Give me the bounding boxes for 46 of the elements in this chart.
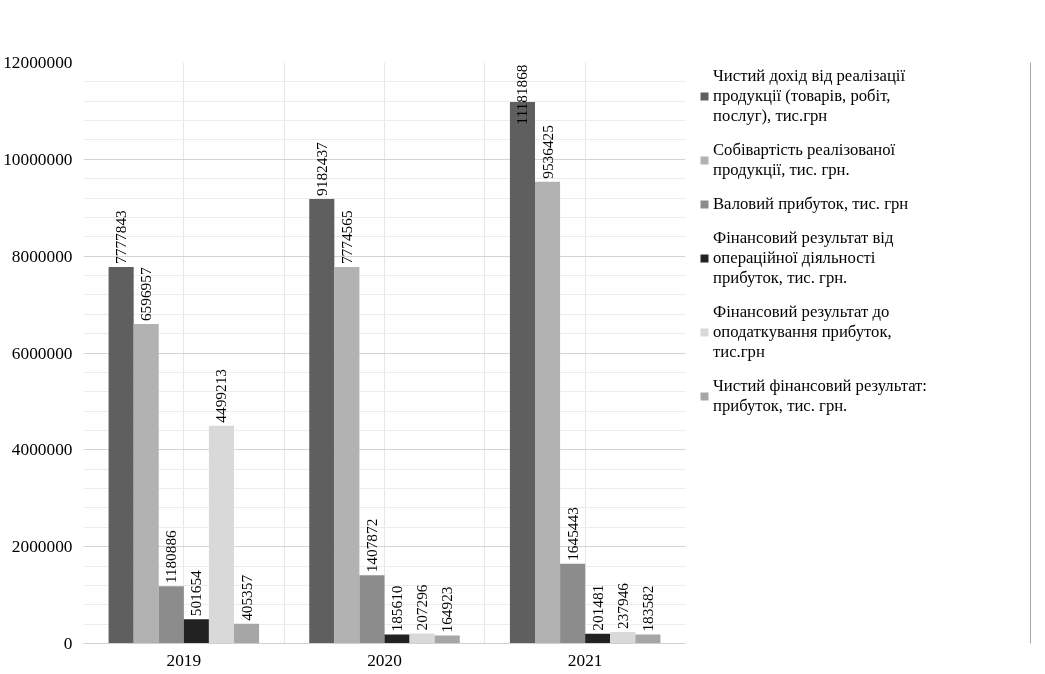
y-tick-label: 2000000 bbox=[11, 537, 73, 557]
bar bbox=[585, 633, 611, 644]
data-label: 1645443 bbox=[563, 506, 581, 561]
bar bbox=[334, 267, 360, 644]
y-tick-label: 8000000 bbox=[11, 246, 73, 266]
legend-label: Фінансовий результат до оподаткування прибуток, тис.грн bbox=[713, 302, 892, 362]
data-label: 6596957 bbox=[137, 267, 155, 322]
data-label: 1180886 bbox=[162, 529, 180, 584]
data-label: 185610 bbox=[388, 585, 406, 632]
y-tick-label: 10000000 bbox=[3, 149, 73, 169]
bar bbox=[234, 623, 260, 644]
legend-label: Чистий фінансовий результат: прибуток, тис. грн. bbox=[713, 376, 927, 416]
y-tick-label: 0 bbox=[63, 634, 73, 653]
legend-label: Валовий прибуток, тис. грн bbox=[713, 194, 909, 214]
data-label: 1407872 bbox=[362, 518, 380, 573]
x-tick-label: 2021 bbox=[567, 650, 603, 670]
data-label: 501654 bbox=[187, 569, 205, 617]
bar bbox=[133, 324, 159, 644]
bar bbox=[535, 181, 561, 644]
legend-label: Фінансовий результат від операційної діяльності прибуток, тис. грн. bbox=[713, 228, 894, 288]
bar bbox=[560, 563, 586, 644]
data-label: 4499213 bbox=[212, 368, 230, 423]
data-label: 237946 bbox=[613, 582, 631, 629]
x-tick-label: 2020 bbox=[367, 650, 402, 670]
bar bbox=[183, 619, 209, 644]
data-label: 201481 bbox=[588, 584, 606, 631]
y-tick-label: 12000000 bbox=[3, 53, 73, 72]
data-label: 7774565 bbox=[337, 210, 355, 265]
data-label: 207296 bbox=[413, 584, 431, 631]
bar bbox=[359, 575, 385, 644]
bar bbox=[635, 634, 661, 644]
y-tick-label: 6000000 bbox=[11, 343, 73, 363]
data-label: 164923 bbox=[438, 586, 456, 633]
y-tick-label: 4000000 bbox=[11, 440, 73, 460]
data-label: 9182437 bbox=[312, 141, 330, 196]
bar bbox=[108, 266, 134, 644]
data-label: 405357 bbox=[237, 574, 255, 621]
bar bbox=[309, 198, 335, 644]
data-label: 7777843 bbox=[112, 209, 130, 264]
bar bbox=[158, 586, 184, 644]
data-label: 11181868 bbox=[513, 64, 531, 125]
data-label: 183582 bbox=[638, 585, 656, 632]
data-label: 9536425 bbox=[538, 124, 556, 179]
legend-label: Чистий дохід від реалізації продукції (товарів, робіт, послуг), тис.грн bbox=[713, 66, 906, 126]
x-tick-label: 2019 bbox=[166, 650, 202, 670]
legend-label: Собівартість реалізованої продукції, тис. грн. bbox=[713, 140, 896, 180]
